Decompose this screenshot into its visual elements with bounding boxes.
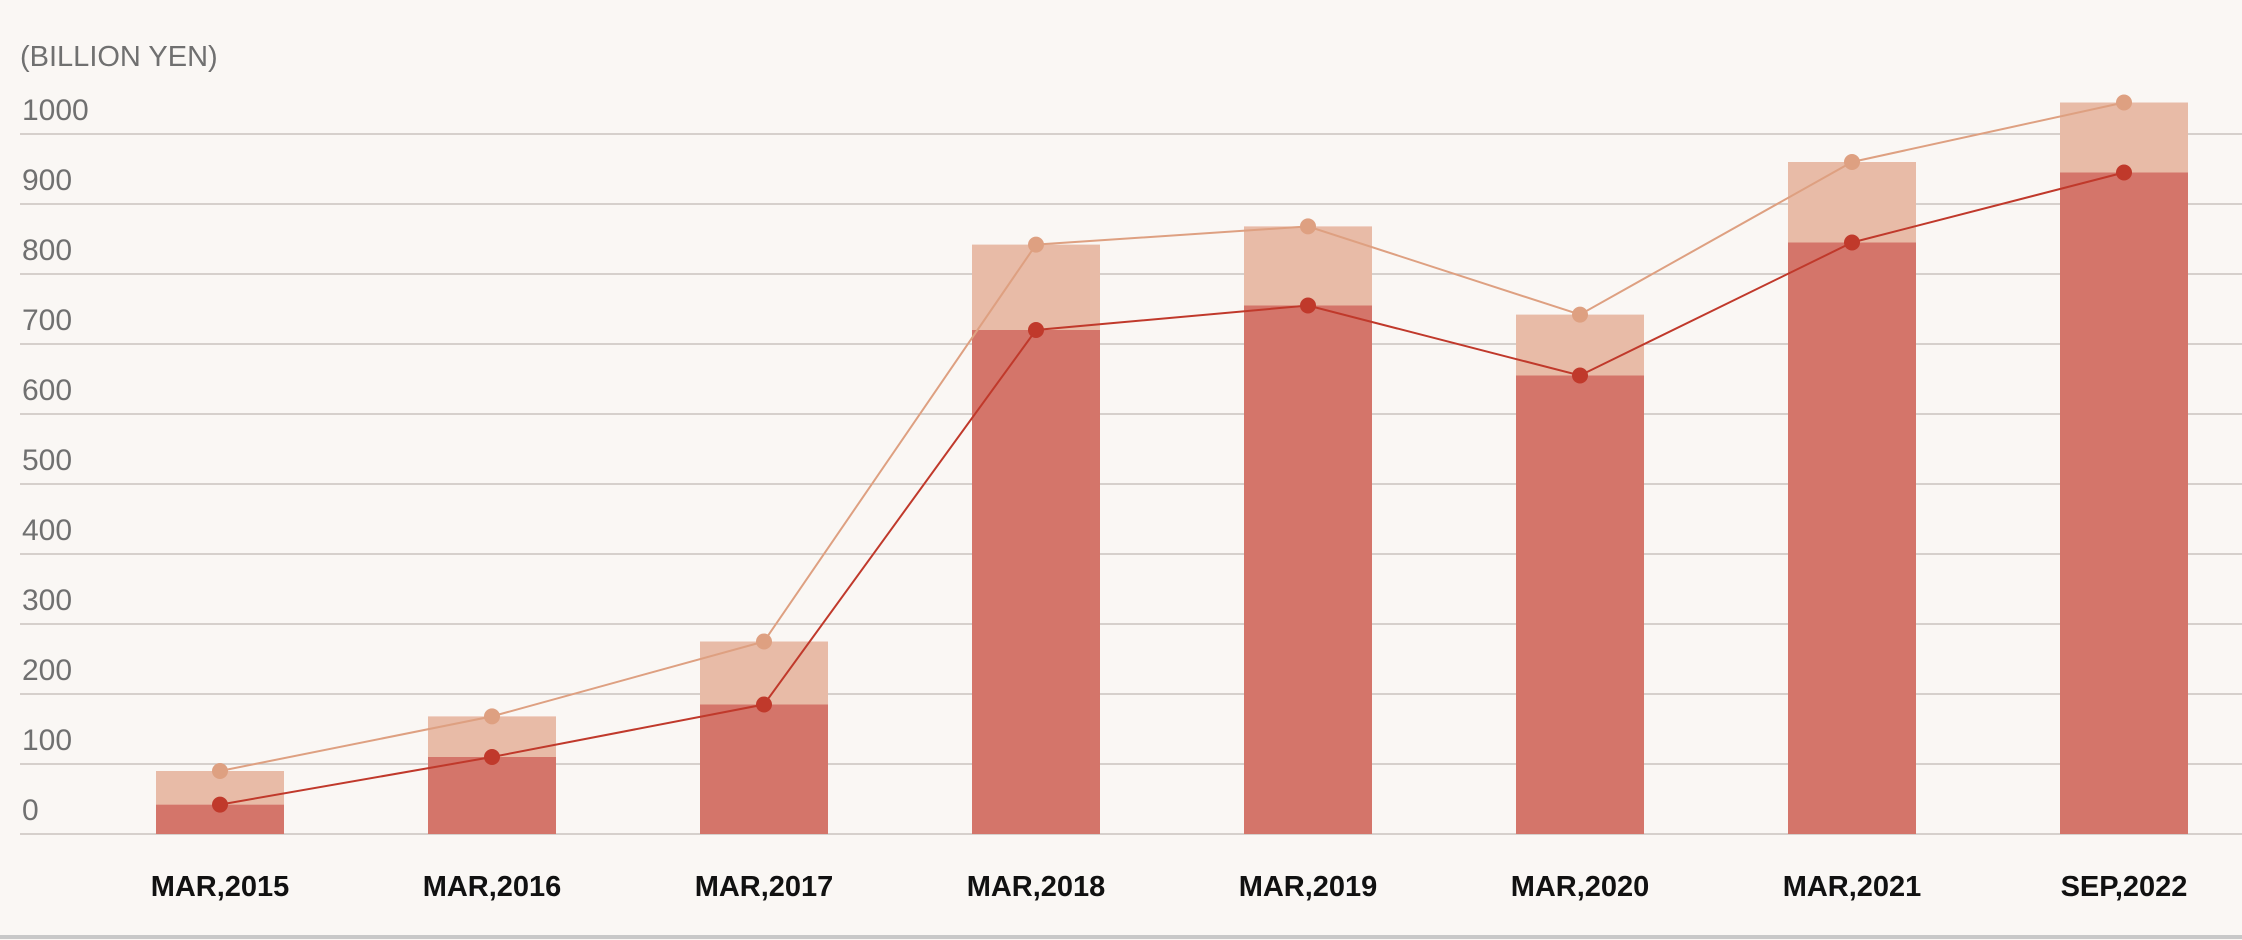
bar-upper-segment (1244, 226, 1372, 306)
y-tick-label: 500 (22, 444, 72, 477)
point-upper (212, 763, 228, 779)
point-upper (756, 633, 772, 650)
x-tick-label: MAR,2015 (151, 871, 290, 903)
x-tick-label: MAR,2020 (1511, 871, 1650, 903)
bar-lower-segment (2060, 172, 2188, 834)
y-tick-label: 800 (22, 234, 72, 267)
bar-lower-segment (428, 757, 556, 834)
bar-lower-segment (1788, 242, 1916, 834)
y-tick-label: 700 (22, 304, 72, 337)
y-tick-label: 900 (22, 164, 72, 197)
lines (219, 101, 2125, 806)
bar-lower-segment (700, 704, 828, 834)
y-tick-label: 400 (22, 514, 72, 547)
series-line-lower (219, 171, 2125, 806)
y-tick-label: 1000 (22, 94, 89, 127)
point-upper (1844, 154, 1860, 170)
series-line-upper (219, 101, 2125, 772)
point-lower (212, 796, 228, 813)
y-tick-label: 600 (22, 374, 72, 407)
bar-upper-segment (1788, 162, 1916, 243)
point-upper (2116, 94, 2132, 111)
y-tick-label: 100 (22, 724, 72, 757)
bars (156, 102, 2188, 834)
bar-lower-segment (1244, 305, 1372, 834)
bar-lower-segment (1516, 375, 1644, 834)
bar-upper-segment (2060, 102, 2188, 173)
point-upper (1572, 306, 1588, 323)
bar-upper-segment (972, 244, 1100, 330)
point-upper (1300, 218, 1316, 235)
point-lower (484, 749, 500, 765)
point-lower (1844, 234, 1860, 251)
point-lower (2116, 164, 2132, 181)
x-tick-label: SEP,2022 (2061, 871, 2188, 903)
bar-upper-segment (700, 641, 828, 705)
point-lower (1300, 297, 1316, 314)
points (212, 94, 2132, 813)
x-tick-label: MAR,2021 (1783, 871, 1922, 903)
point-lower (1028, 322, 1044, 338)
y-tick-label: 0 (22, 794, 39, 827)
y-axis-ticks: 0 100 200 300 400 500 600 700 800 900 1000 (22, 94, 89, 827)
y-tick-label: 300 (22, 584, 72, 617)
x-axis-ticks: MAR,2015 MAR,2016 MAR,2017 MAR,2018 MAR,2019… (151, 871, 2188, 903)
x-tick-label: MAR,2019 (1239, 871, 1378, 903)
x-tick-label: MAR,2016 (423, 871, 562, 903)
y-tick-label: 200 (22, 654, 72, 687)
x-tick-label: MAR,2017 (695, 871, 834, 903)
point-lower (756, 696, 772, 713)
point-upper (1028, 236, 1044, 253)
x-tick-label: MAR,2018 (967, 871, 1106, 903)
unit-label: (BILLION YEN) (20, 41, 218, 73)
point-upper (484, 708, 500, 725)
bar-lower-segment (972, 330, 1100, 834)
bar-upper-segment (1516, 314, 1644, 376)
point-lower (1572, 367, 1588, 384)
